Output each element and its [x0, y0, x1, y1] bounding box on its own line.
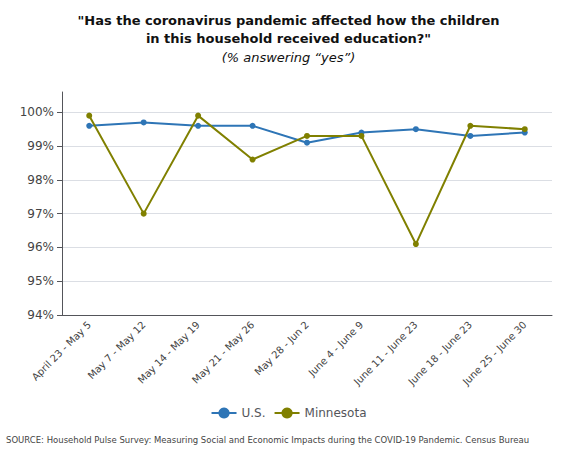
svg-text:June 4 - June 9: June 4 - June 9	[306, 319, 366, 379]
svg-text:June 18 - June 23: June 18 - June 23	[406, 319, 475, 388]
svg-text:(% answering “yes”): (% answering “yes”)	[222, 50, 356, 65]
svg-text:in this household received edu: in this household received education?"	[146, 31, 431, 46]
svg-text:June 25 - June 30: June 25 - June 30	[460, 319, 529, 388]
svg-text:95%: 95%	[27, 274, 54, 288]
svg-text:May 28 - Jun 2: May 28 - Jun 2	[252, 319, 310, 377]
svg-text:99%: 99%	[27, 139, 54, 153]
svg-text:98%: 98%	[27, 173, 54, 187]
svg-text:100%: 100%	[20, 105, 54, 119]
svg-text:97%: 97%	[27, 207, 54, 221]
svg-text:"Has the coronavirus pandemic: "Has the coronavirus pandemic affected h…	[78, 13, 500, 28]
svg-text:May 21 - May 26: May 21 - May 26	[190, 319, 256, 385]
svg-text:April 23 - May 5: April 23 - May 5	[30, 319, 94, 383]
svg-text:May 7 - May 12: May 7 - May 12	[86, 319, 148, 381]
svg-text:96%: 96%	[27, 240, 54, 254]
svg-text:June 11 - June 23: June 11 - June 23	[351, 319, 420, 388]
svg-text:94%: 94%	[27, 308, 54, 322]
svg-text:Minnesota: Minnesota	[305, 406, 367, 420]
svg-text:May 14 - May 19: May 14 - May 19	[135, 319, 202, 386]
svg-text:SOURCE: Household Pulse Survey: SOURCE: Household Pulse Survey: Measurin…	[6, 435, 529, 445]
svg-text:U.S.: U.S.	[242, 406, 266, 420]
